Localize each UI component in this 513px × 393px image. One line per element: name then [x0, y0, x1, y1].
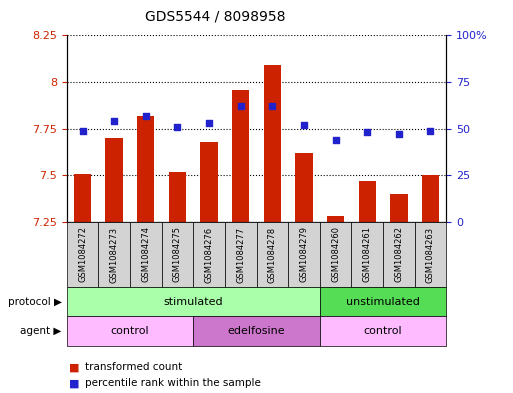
Point: [300, 122, 308, 128]
Text: stimulated: stimulated: [164, 297, 223, 307]
Text: percentile rank within the sample: percentile rank within the sample: [85, 378, 261, 388]
Text: GSM1084279: GSM1084279: [300, 226, 308, 283]
Text: GSM1084273: GSM1084273: [110, 226, 119, 283]
Text: control: control: [111, 326, 149, 336]
Text: ■: ■: [69, 378, 80, 388]
Bar: [169, 172, 186, 222]
Text: unstimulated: unstimulated: [346, 297, 420, 307]
Bar: [390, 194, 407, 222]
Text: GSM1084262: GSM1084262: [394, 226, 403, 283]
Point: [78, 127, 87, 134]
Bar: [232, 90, 249, 222]
Point: [110, 118, 118, 124]
Point: [363, 129, 371, 136]
Bar: [74, 174, 91, 222]
Point: [426, 127, 435, 134]
Text: GSM1084261: GSM1084261: [363, 226, 372, 283]
Bar: [327, 217, 344, 222]
Point: [236, 103, 245, 109]
Point: [331, 137, 340, 143]
Text: GSM1084274: GSM1084274: [141, 226, 150, 283]
Point: [394, 131, 403, 138]
Text: GSM1084260: GSM1084260: [331, 226, 340, 283]
Point: [142, 112, 150, 119]
Text: GSM1084263: GSM1084263: [426, 226, 435, 283]
Bar: [264, 65, 281, 222]
Point: [173, 124, 182, 130]
Text: edelfosine: edelfosine: [228, 326, 285, 336]
Text: GDS5544 / 8098958: GDS5544 / 8098958: [145, 10, 286, 24]
Text: transformed count: transformed count: [85, 362, 182, 373]
Text: GSM1084277: GSM1084277: [236, 226, 245, 283]
Bar: [201, 142, 218, 222]
Text: GSM1084276: GSM1084276: [205, 226, 213, 283]
Bar: [137, 116, 154, 222]
Point: [268, 103, 277, 109]
Text: protocol ▶: protocol ▶: [8, 297, 62, 307]
Text: GSM1084275: GSM1084275: [173, 226, 182, 283]
Text: agent ▶: agent ▶: [20, 326, 62, 336]
Bar: [295, 153, 312, 222]
Text: ■: ■: [69, 362, 80, 373]
Text: control: control: [364, 326, 402, 336]
Text: GSM1084278: GSM1084278: [268, 226, 277, 283]
Text: GSM1084272: GSM1084272: [78, 226, 87, 283]
Bar: [359, 181, 376, 222]
Point: [205, 120, 213, 126]
Bar: [422, 175, 439, 222]
Bar: [106, 138, 123, 222]
